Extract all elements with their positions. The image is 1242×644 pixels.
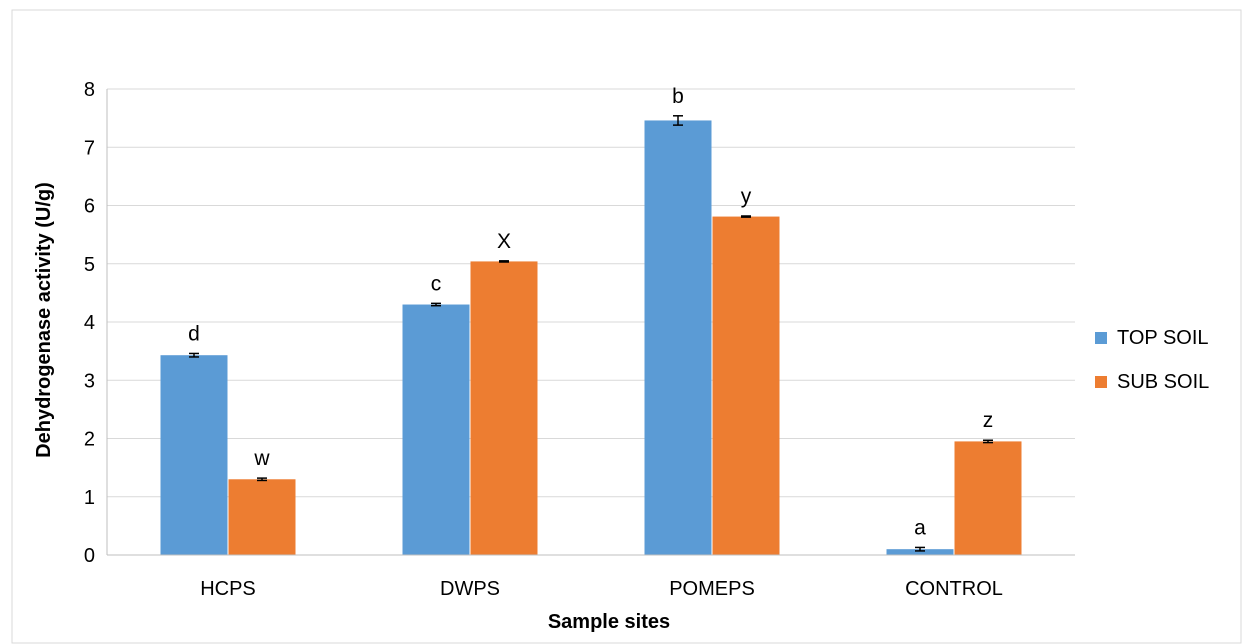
axes: 0 1 2 3 4 5 6 7 8 HCPS DWPS POMEPS CONTROL bbox=[84, 79, 1075, 600]
bar bbox=[228, 479, 296, 555]
data-label: w bbox=[253, 447, 270, 470]
legend-swatch bbox=[1095, 332, 1107, 344]
data-label: d bbox=[188, 322, 200, 345]
data-label: X bbox=[497, 230, 511, 253]
bar bbox=[886, 549, 954, 555]
y-tick-label: 5 bbox=[84, 254, 95, 276]
x-tick-label: CONTROL bbox=[905, 578, 1003, 600]
y-tick-label: 0 bbox=[84, 545, 95, 567]
y-tick-label: 3 bbox=[84, 370, 95, 392]
legend-label: SUB SOIL bbox=[1117, 371, 1209, 393]
legend: TOP SOIL SUB SOIL bbox=[1095, 327, 1209, 393]
y-tick-label: 8 bbox=[84, 79, 95, 101]
x-tick-label: POMEPS bbox=[669, 578, 755, 600]
bar bbox=[160, 355, 228, 555]
bar bbox=[954, 441, 1022, 555]
bar bbox=[402, 304, 470, 555]
data-label: a bbox=[914, 516, 926, 539]
y-tick-label: 1 bbox=[84, 487, 95, 509]
legend-label: TOP SOIL bbox=[1117, 327, 1209, 349]
data-label: y bbox=[741, 185, 752, 208]
y-tick-label: 6 bbox=[84, 196, 95, 218]
x-axis-title: Sample sites bbox=[548, 611, 670, 633]
bar bbox=[644, 120, 712, 555]
y-tick-label: 7 bbox=[84, 137, 95, 159]
legend-swatch bbox=[1095, 376, 1107, 388]
data-label: z bbox=[983, 409, 994, 432]
x-tick-label: DWPS bbox=[440, 578, 500, 600]
data-label: c bbox=[431, 272, 442, 295]
data-label: b bbox=[672, 85, 684, 108]
bar bbox=[470, 261, 538, 555]
bars: d w c Xb y a z bbox=[160, 85, 1022, 555]
y-tick-label: 2 bbox=[84, 429, 95, 451]
x-tick-label: HCPS bbox=[200, 578, 256, 600]
y-axis-title: Dehydrogenase activity (U/g) bbox=[33, 182, 55, 458]
bar bbox=[712, 216, 780, 555]
y-tick-label: 4 bbox=[84, 312, 95, 334]
